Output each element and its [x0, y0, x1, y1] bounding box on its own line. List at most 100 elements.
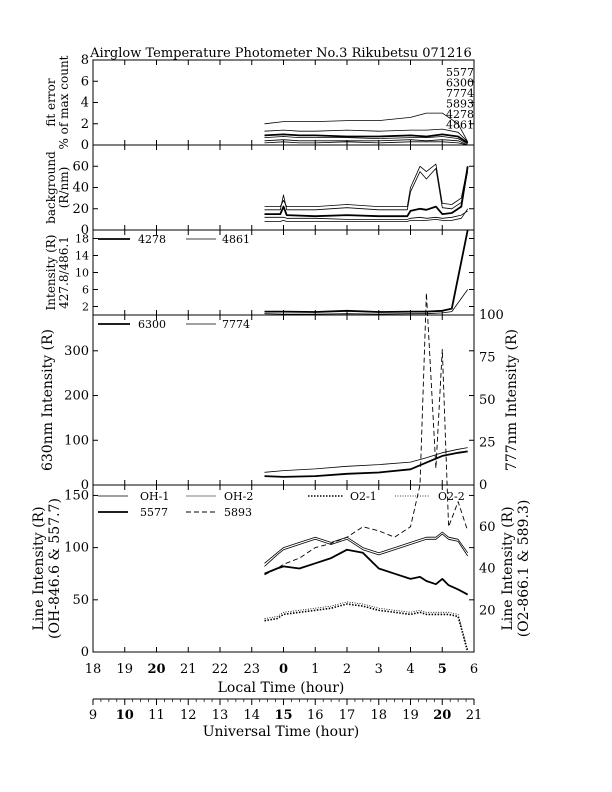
series-4861 [264, 141, 468, 146]
panel-630nm-777nm: 0 100 200 300 0 25 50 75 100 630nm Intensity (R) 7… [40, 308, 520, 493]
y-tick-label: 18 [75, 233, 89, 246]
legend-label: OH-1 [140, 490, 169, 503]
local-tick-label: 5 [438, 662, 447, 677]
y-tick-label: 6 [81, 74, 89, 89]
series-4278 [264, 229, 469, 313]
y2-tick-label: 20 [479, 603, 496, 618]
y-tick-label: 100 [64, 433, 89, 448]
y-tick-label: 200 [64, 389, 89, 404]
legend-label: 4861 [222, 233, 250, 246]
y-axis-label: (OH-846.6 & 557.7) [47, 498, 63, 639]
local-tick-label: 4 [406, 662, 414, 677]
series-6300 [264, 128, 468, 143]
y-axis-label: 630nm Intensity (R) [40, 329, 56, 471]
universal-time-axis: 9 10 11 12 13 14 15 16 17 18 19 20 21 [89, 698, 483, 723]
y-axis-label: Intensity (R) [44, 235, 58, 311]
legend-label: 6300 [138, 318, 166, 331]
y-tick-label: 8 [81, 53, 89, 68]
legend-label: 4278 [446, 108, 474, 121]
series-line-3 [264, 166, 469, 218]
series-line-4 [264, 210, 468, 220]
y-axis-label: background [44, 151, 58, 224]
ut-tick-label: 12 [180, 708, 197, 723]
ut-tick-label: 11 [148, 708, 165, 723]
y2-tick-label: 60 [479, 520, 496, 535]
panel-frame [92, 314, 475, 486]
series-5893 [264, 292, 469, 576]
y-axis-label: Line Intensity (R) [31, 506, 47, 630]
series-4861 [264, 289, 469, 315]
y2-tick-label: 40 [479, 562, 496, 577]
panel-background: 0 20 40 60 background (R/nm) [44, 144, 475, 238]
ut-tick-label: 13 [212, 708, 229, 723]
ut-tick-label: 10 [116, 708, 134, 723]
legend-label: 5893 [224, 506, 252, 519]
y-tick-label: 2 [81, 117, 89, 132]
series-line-2 [264, 167, 469, 211]
legend-label: 4278 [138, 233, 166, 246]
y-tick-label: 0 [81, 223, 89, 238]
y2-axis-label: 777nm Intensity (R) [504, 329, 520, 471]
series-line-5 [264, 208, 469, 222]
legend-label: OH-2 [224, 490, 253, 503]
y-tick-label: 40 [72, 181, 89, 196]
series-5577 [264, 548, 469, 596]
local-tick-label: 3 [375, 662, 383, 677]
local-tick-label: 22 [212, 662, 229, 677]
panel-frame [92, 59, 475, 146]
y-tick-label: 150 [64, 488, 89, 503]
local-tick-label: 21 [180, 662, 197, 677]
y-tick-label: 300 [64, 344, 89, 359]
series-line-1 [264, 163, 469, 208]
legend-label: O2-1 [350, 490, 377, 503]
series-7774 [264, 447, 468, 473]
y-tick-label: 6 [82, 284, 89, 297]
series-oh-1 [264, 531, 469, 564]
legend-label: 7774 [222, 318, 250, 331]
legend-label: O2-2 [438, 490, 465, 503]
y-axis-label: % of max count [57, 55, 71, 149]
local-time-axis-label: Local Time (hour) [218, 680, 345, 696]
y-axis-label: fit error [44, 78, 58, 126]
y-tick-label: 20 [72, 202, 89, 217]
y-tick-label: 50 [72, 593, 89, 608]
y-tick-label: 4 [81, 96, 89, 111]
chart-title: Airglow Temperature Photometer No.3 Riku… [89, 46, 472, 61]
local-tick-label: 6 [470, 662, 478, 677]
y-tick-label: 0 [81, 645, 89, 660]
local-tick-label: 19 [116, 662, 133, 677]
y-tick-label: 0 [81, 478, 89, 493]
y2-tick-label: 50 [479, 393, 496, 408]
y-tick-label: 100 [64, 541, 89, 556]
legend-label: 4861 [446, 119, 474, 132]
ut-tick-label: 18 [370, 708, 387, 723]
ut-tick-label: 14 [243, 708, 260, 723]
ut-tick-label: 15 [274, 708, 292, 723]
series-oh-2 [264, 533, 469, 567]
y2-tick-label: 100 [479, 308, 504, 323]
y-axis-label: 427.8/486.1 [57, 236, 71, 309]
local-tick-label: 1 [311, 662, 319, 677]
ut-tick-label: 20 [433, 708, 451, 723]
series-6300 [264, 450, 468, 478]
y-tick-label: 2 [82, 301, 89, 314]
panel-fit-error: 0 2 4 6 8 fit error% of max count 557763007774… [44, 53, 475, 153]
local-tick-label: 0 [279, 662, 288, 677]
y-tick-label: 60 [72, 159, 89, 174]
y-axis-label: (R/nm) [57, 167, 71, 209]
local-tick-label: 2 [343, 662, 351, 677]
y2-tick-label: 75 [479, 351, 496, 366]
ut-tick-label: 19 [402, 708, 419, 723]
local-time-axis: 18 19 20 21 22 23 0 1 2 3 4 5 6 [85, 662, 478, 677]
universal-time-axis-label: Universal Time (hour) [203, 724, 360, 740]
series-5577 [264, 112, 469, 142]
ut-tick-label: 21 [466, 708, 483, 723]
series-4278 [264, 139, 468, 146]
ut-tick-label: 17 [339, 708, 356, 723]
y-tick-label: 10 [75, 267, 89, 280]
legend-label: 5577 [446, 66, 474, 79]
